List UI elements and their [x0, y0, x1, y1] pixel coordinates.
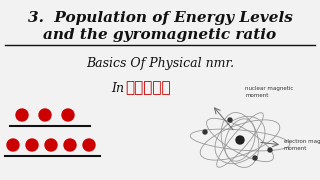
Text: Basics Of Physical nmr.: Basics Of Physical nmr.	[86, 57, 234, 69]
Circle shape	[45, 139, 57, 151]
Circle shape	[62, 109, 74, 121]
Text: and the gyromagnetic ratio: and the gyromagnetic ratio	[44, 28, 276, 42]
Circle shape	[7, 139, 19, 151]
Text: In: In	[111, 82, 124, 94]
Circle shape	[16, 109, 28, 121]
Text: தமிழ்: தமிழ்	[125, 80, 171, 96]
Text: electron magnetic
moment: electron magnetic moment	[284, 139, 320, 151]
Text: nuclear magnetic
moment: nuclear magnetic moment	[245, 86, 293, 98]
Circle shape	[236, 136, 244, 144]
Circle shape	[203, 130, 207, 134]
Circle shape	[228, 118, 232, 122]
Circle shape	[83, 139, 95, 151]
Circle shape	[26, 139, 38, 151]
Circle shape	[39, 109, 51, 121]
Circle shape	[64, 139, 76, 151]
Text: 3.  Population of Energy Levels: 3. Population of Energy Levels	[28, 11, 292, 25]
Circle shape	[268, 148, 272, 152]
Circle shape	[253, 156, 257, 160]
